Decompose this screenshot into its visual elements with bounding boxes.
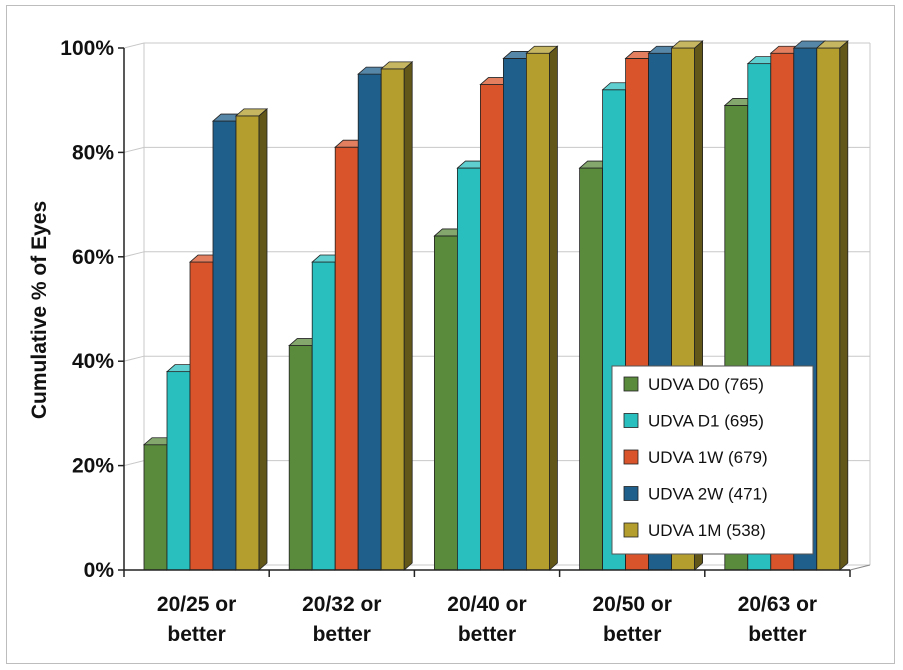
bar-front	[288, 345, 313, 571]
bar-front	[816, 47, 841, 571]
bar-front	[143, 444, 168, 571]
bar-front	[334, 146, 359, 571]
bar-front	[235, 115, 260, 571]
x-tick-label: better	[748, 623, 806, 646]
y-tick-label: 0%	[84, 559, 115, 582]
y-tick-label: 60%	[72, 246, 114, 269]
bar-side	[258, 107, 268, 571]
legend-label: UDVA D1 (695)	[648, 412, 764, 431]
bar-front	[189, 261, 214, 571]
gridline-depth	[123, 460, 145, 467]
bar-2-4	[525, 45, 559, 571]
bar-side	[839, 40, 849, 571]
bar-front	[166, 371, 191, 571]
bar-1-4	[380, 60, 414, 571]
bar-front	[526, 52, 550, 571]
gridline-depth	[123, 251, 145, 258]
legend-swatch	[623, 486, 639, 501]
x-tick-label: 20/50 or	[593, 593, 672, 616]
legend-box	[611, 365, 814, 555]
bar-front	[579, 167, 603, 571]
x-tick-label: 20/40 or	[447, 593, 526, 616]
y-tick-label: 100%	[60, 37, 114, 60]
y-tick-label: 20%	[72, 455, 114, 478]
legend-swatch	[623, 522, 639, 538]
bar-top	[525, 45, 559, 54]
bar-0-4	[234, 107, 269, 571]
gridline-depth	[123, 355, 145, 362]
y-axis-title: Cumulative % of Eyes	[28, 201, 51, 419]
bar-top	[670, 40, 704, 49]
legend: UDVA D0 (765) UDVA D1 (695) UDVA 1W (679) U…	[611, 365, 814, 555]
legend-swatch	[623, 376, 639, 392]
y-tick-label: 80%	[72, 141, 114, 164]
x-axis-depth	[849, 564, 871, 571]
x-tick-label: 20/63 or	[738, 593, 817, 616]
bars-layer	[142, 40, 849, 571]
bar-front	[212, 120, 237, 571]
bar-top	[234, 108, 269, 117]
legend-label: UDVA D0 (765)	[648, 375, 764, 394]
x-tick-label: 20/25 or	[157, 593, 236, 616]
legend-label: UDVA 2W (471)	[648, 485, 768, 504]
x-tick-label: 20/32 or	[302, 593, 381, 616]
bar-top	[815, 40, 849, 49]
legend-swatch	[623, 449, 639, 465]
x-tick-label: better	[603, 623, 661, 646]
gridline-depth	[123, 42, 145, 49]
bar-side	[549, 45, 558, 571]
bar-4-4	[815, 40, 849, 571]
figure-frame	[6, 5, 895, 664]
legend-swatch	[623, 413, 639, 428]
bar-front	[380, 68, 405, 571]
bar-front	[502, 58, 527, 571]
axis-layer: 0% 20% 40% 60% 80% 100% 20/25 or better 20/32 or…	[60, 37, 871, 646]
legend-label: UDVA 1W (679)	[648, 448, 768, 467]
bar-top	[380, 61, 414, 70]
x-tick-label: better	[167, 623, 225, 646]
legend-label: UDVA 1M (538)	[648, 521, 766, 540]
bar-front	[456, 167, 481, 571]
bar-front	[311, 261, 336, 571]
x-tick-label: better	[313, 623, 371, 646]
gridline-depth	[123, 146, 145, 153]
x-tick-label: better	[458, 623, 516, 646]
bar-side	[403, 60, 413, 571]
bar-front	[433, 235, 458, 571]
y-tick-label: 40%	[72, 350, 114, 373]
bar-front	[479, 84, 504, 571]
bar-front	[357, 73, 382, 571]
